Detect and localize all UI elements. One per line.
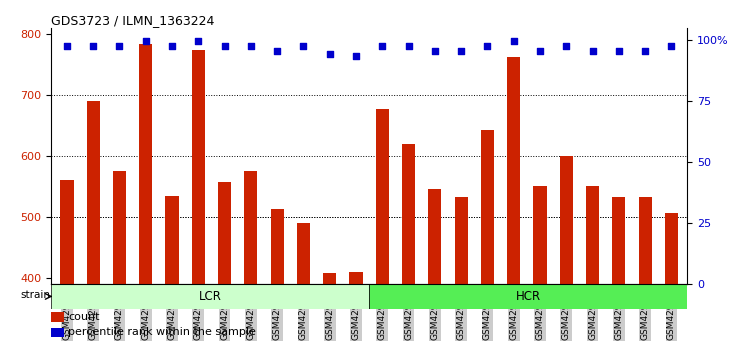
Point — [561, 43, 572, 49]
Bar — [297, 223, 310, 284]
Bar — [664, 212, 678, 284]
Bar — [586, 187, 599, 284]
Point — [324, 51, 336, 57]
Point — [350, 53, 362, 59]
Point — [219, 43, 230, 49]
Bar — [51, 327, 64, 337]
Point — [113, 43, 125, 49]
Bar — [323, 273, 336, 284]
Point — [166, 43, 178, 49]
Point — [61, 43, 73, 49]
Bar — [165, 195, 178, 284]
Bar — [270, 210, 284, 284]
Bar — [638, 197, 651, 284]
Point — [298, 43, 309, 49]
Bar — [192, 50, 205, 284]
Bar — [87, 101, 100, 284]
Bar — [376, 109, 389, 284]
Text: percentile rank within the sample: percentile rank within the sample — [68, 327, 257, 337]
Text: count: count — [68, 312, 100, 322]
Point — [245, 43, 257, 49]
Bar — [455, 197, 468, 284]
Bar — [402, 144, 415, 284]
Bar — [481, 130, 494, 284]
Bar — [51, 312, 64, 322]
Point — [587, 48, 599, 54]
Point — [429, 48, 441, 54]
Point — [665, 43, 677, 49]
Bar — [369, 284, 687, 309]
Point — [376, 43, 388, 49]
Bar — [534, 187, 547, 284]
Point — [613, 48, 625, 54]
Bar — [113, 171, 126, 284]
Bar — [428, 189, 442, 284]
Bar — [244, 171, 257, 284]
Bar — [507, 57, 520, 284]
Point — [482, 43, 493, 49]
Bar — [61, 180, 74, 284]
Point — [534, 48, 546, 54]
Text: HCR: HCR — [515, 290, 541, 303]
Point — [508, 38, 520, 44]
Point — [403, 43, 414, 49]
Bar — [349, 272, 363, 284]
Text: LCR: LCR — [199, 290, 221, 303]
Bar — [560, 156, 573, 284]
Bar — [613, 197, 626, 284]
Point — [639, 48, 651, 54]
Bar — [218, 182, 231, 284]
Text: GDS3723 / ILMN_1363224: GDS3723 / ILMN_1363224 — [51, 14, 214, 27]
Point — [192, 38, 204, 44]
Point — [88, 43, 99, 49]
Bar — [139, 44, 152, 284]
Bar — [51, 284, 369, 309]
Point — [455, 48, 467, 54]
Text: strain: strain — [20, 290, 50, 300]
Point — [140, 38, 151, 44]
Point — [271, 48, 283, 54]
